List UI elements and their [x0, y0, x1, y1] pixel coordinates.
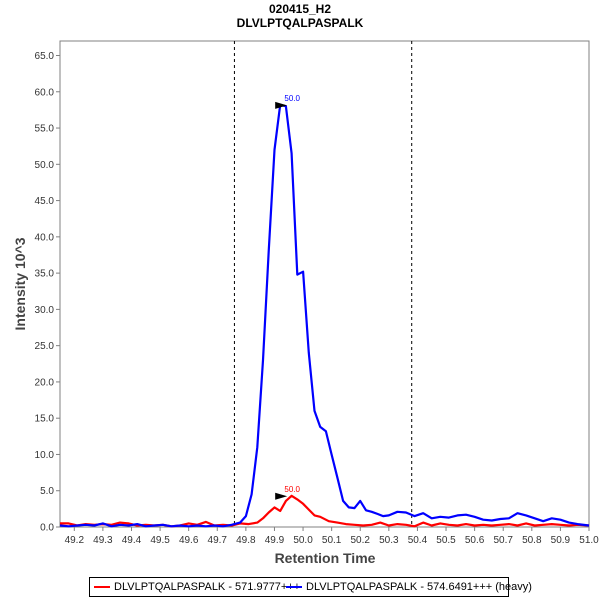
legend: DLVLPTQALPASPALK - 571.9777+++ DLVLPTQAL… [89, 577, 532, 597]
x-axis-label: Retention Time [275, 550, 376, 566]
x-tick-label: 50.7 [493, 535, 513, 546]
x-tick-label: 49.8 [236, 535, 256, 546]
legend-item-light: DLVLPTQALPASPALK - 571.9777+++ [94, 581, 300, 593]
series-line-heavy [59, 103, 590, 528]
x-tick-label: 50.4 [408, 535, 428, 546]
series-layer [59, 103, 590, 528]
peak-label-heavy: 50.0 [284, 94, 300, 103]
y-tick-label: 65.0 [35, 51, 55, 62]
y-tick-label: 60.0 [35, 87, 55, 98]
x-tick-label: 50.0 [293, 535, 313, 546]
plot-area [59, 40, 590, 528]
y-tick-label: 50.0 [35, 160, 55, 171]
x-tick-label: 49.4 [122, 535, 142, 546]
x-tick-label: 49.2 [65, 535, 85, 546]
y-tick-label: 30.0 [35, 305, 55, 316]
chart-subtitle: DLVLPTQALPASPALK [237, 16, 364, 30]
y-tick-label: 20.0 [35, 377, 55, 388]
x-tick-label: 49.6 [179, 535, 199, 546]
y-tick-label: 45.0 [35, 196, 55, 207]
y-tick-label: 0.0 [40, 523, 54, 534]
legend-item-heavy: DLVLPTQALPASPALK - 574.6491+++ (heavy) [286, 581, 532, 593]
x-tick-label: 49.9 [265, 535, 285, 546]
x-tick-label: 50.1 [322, 535, 342, 546]
y-tick-label: 10.0 [35, 450, 55, 461]
x-tick-label: 50.2 [351, 535, 371, 546]
peak-marker-heavy [275, 101, 288, 109]
y-tick-label: 55.0 [35, 124, 55, 135]
peak-label-light: 50.0 [284, 485, 300, 494]
chart-title: 020415_H2 [269, 2, 331, 16]
y-axis-label: Intensity 10^3 [12, 237, 28, 330]
x-tick-label: 50.9 [551, 535, 571, 546]
x-tick-label: 50.5 [436, 535, 456, 546]
legend-swatch-heavy [286, 586, 302, 588]
y-tick-label: 40.0 [35, 232, 55, 243]
y-tick-label: 5.0 [40, 486, 54, 497]
legend-label-heavy: DLVLPTQALPASPALK - 574.6491+++ (heavy) [306, 581, 532, 593]
x-tick-label: 51.0 [579, 535, 599, 546]
x-tick-label: 50.6 [465, 535, 485, 546]
y-axis: 0.0 5.0 10.0 15.0 20.0 25.0 30.0 35.0 40.0 45.0 50… [35, 51, 60, 534]
integration-bounds [233, 41, 413, 527]
x-tick-label: 50.8 [522, 535, 542, 546]
x-tick-label: 50.3 [379, 535, 399, 546]
y-tick-label: 25.0 [35, 341, 55, 352]
legend-swatch-light [94, 586, 110, 588]
x-tick-label: 49.7 [208, 535, 228, 546]
y-tick-label: 15.0 [35, 414, 55, 425]
y-tick-label: 35.0 [35, 269, 55, 280]
legend-label-light: DLVLPTQALPASPALK - 571.9777+++ [114, 581, 301, 593]
peak-marker-light [275, 492, 288, 500]
x-tick-label: 49.3 [93, 535, 113, 546]
x-tick-label: 49.5 [150, 535, 170, 546]
peak-annotations: 50.0 50.0 [275, 94, 301, 500]
x-axis: 49.2 49.3 49.4 49.5 49.6 49.7 49.8 49.9 50.0 50.1… [65, 527, 599, 546]
